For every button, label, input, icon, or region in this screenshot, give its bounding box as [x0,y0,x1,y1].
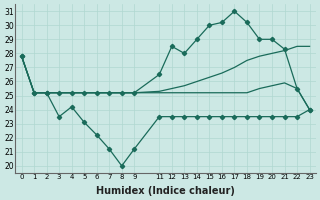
X-axis label: Humidex (Indice chaleur): Humidex (Indice chaleur) [96,186,235,196]
